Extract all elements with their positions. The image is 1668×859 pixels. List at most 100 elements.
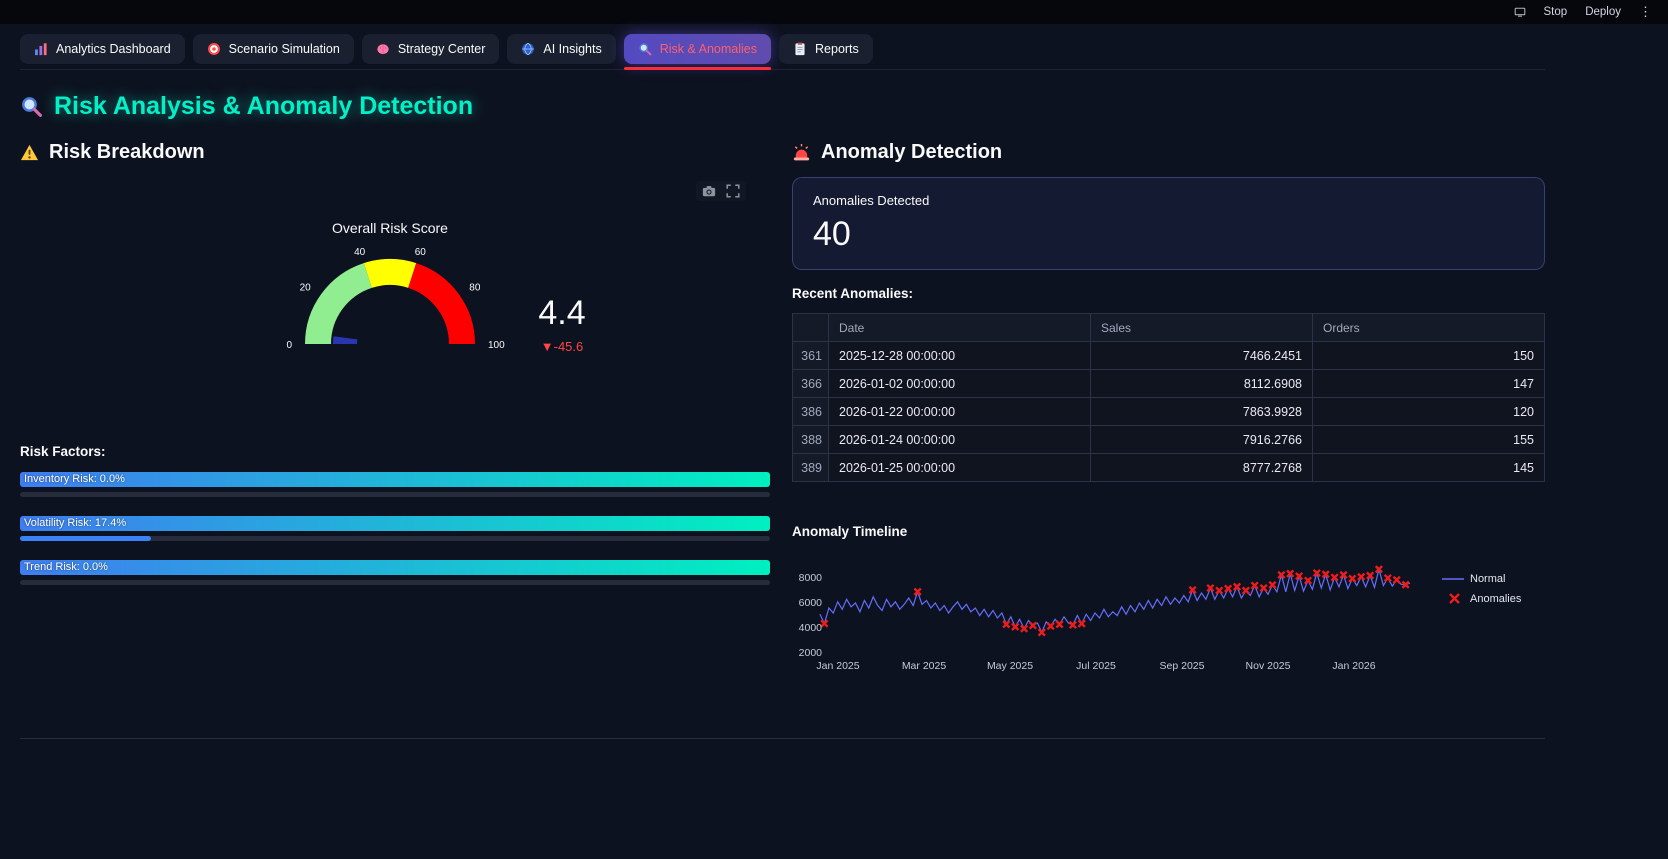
camera-icon[interactable] xyxy=(702,184,716,198)
risk-factor: Volatility Risk: 17.4% xyxy=(20,516,770,541)
svg-text:20: 20 xyxy=(300,282,312,293)
brain-icon xyxy=(376,42,390,56)
deploy-button[interactable]: Deploy xyxy=(1585,6,1621,18)
table-row: 388 2026-01-24 00:00:00 7916.2766 155 xyxy=(792,425,1545,454)
recent-anomalies-label: Recent Anomalies: xyxy=(792,286,914,301)
tab-strategy-center[interactable]: Strategy Center xyxy=(361,34,500,64)
date-cell: 2026-01-25 00:00:00 xyxy=(828,453,1091,482)
risk-factor-track xyxy=(20,536,770,541)
sales-cell: 8777.2768 xyxy=(1090,453,1313,482)
svg-text:0: 0 xyxy=(286,340,292,351)
orders-cell: 150 xyxy=(1312,341,1545,370)
anomalies-table-body: 361 2025-12-28 00:00:00 7466.2451 150 366 202… xyxy=(792,341,1545,482)
table-row: 366 2026-01-02 00:00:00 8112.6908 147 xyxy=(792,369,1545,398)
anomaly-detection-section: Anomaly Detection Anomalies Detected 40 … xyxy=(792,141,1545,683)
menu-button[interactable]: ⋮ xyxy=(1639,4,1652,19)
page-title: Risk Analysis & Anomaly Detection xyxy=(20,92,1545,121)
stop-button[interactable]: Stop xyxy=(1543,6,1568,18)
table-row: 389 2026-01-25 00:00:00 8777.2768 145 xyxy=(792,453,1545,482)
metric-label: Anomalies Detected xyxy=(813,193,930,208)
main-content: Analytics Dashboard Scenario Simulation St… xyxy=(0,34,1545,739)
date-cell: 2025-12-28 00:00:00 xyxy=(828,341,1091,370)
gauge-svg: 0 20 40 60 80 100 Overall Risk Score 4.4 ▼-45.6 xyxy=(286,220,585,354)
tab-bar: Analytics Dashboard Scenario Simulation St… xyxy=(20,34,1545,70)
svg-text:6000: 6000 xyxy=(799,597,823,609)
orders-cell: 120 xyxy=(1312,397,1545,426)
svg-text:40: 40 xyxy=(354,247,366,258)
risk-factor-banner: Inventory Risk: 0.0% xyxy=(20,472,770,487)
svg-text:100: 100 xyxy=(488,340,505,351)
metric-value: 40 xyxy=(813,215,851,253)
tab-ai-insights[interactable]: AI Insights xyxy=(507,34,616,64)
sales-cell: 7466.2451 xyxy=(1090,341,1313,370)
risk-factors-list: Inventory Risk: 0.0% Volatility Risk: 17.… xyxy=(20,472,770,585)
svg-text:May 2025: May 2025 xyxy=(987,660,1033,672)
anomalies-table: Date Sales Orders 361 2025-12-28 00:00:00 74… xyxy=(792,313,1545,482)
tab-label: AI Insights xyxy=(543,42,602,56)
row-index: 361 xyxy=(792,341,829,370)
risk-factors-label: Risk Factors: xyxy=(20,444,106,459)
risk-breakdown-heading-text: Risk Breakdown xyxy=(49,141,205,163)
clipboard-icon xyxy=(793,42,807,56)
row-index: 366 xyxy=(792,369,829,398)
tab-label: Scenario Simulation xyxy=(228,42,340,56)
row-index: 389 xyxy=(792,453,829,482)
anomalies-metric-card: Anomalies Detected 40 xyxy=(792,177,1545,270)
warning-icon xyxy=(20,143,39,162)
bottom-divider xyxy=(20,738,1545,739)
svg-text:2000: 2000 xyxy=(799,647,823,659)
svg-text:4.4: 4.4 xyxy=(538,294,585,332)
tab-label: Analytics Dashboard xyxy=(56,42,171,56)
risk-factor-banner: Trend Risk: 0.0% xyxy=(20,560,770,575)
svg-text:Sep 2025: Sep 2025 xyxy=(1160,660,1205,672)
svg-text:80: 80 xyxy=(469,282,481,293)
chart-modebar xyxy=(696,181,746,201)
bar-chart-icon xyxy=(34,42,48,56)
svg-text:Jan 2025: Jan 2025 xyxy=(816,660,859,672)
risk-factor: Trend Risk: 0.0% xyxy=(20,560,770,585)
globe-icon xyxy=(521,42,535,56)
date-cell: 2026-01-22 00:00:00 xyxy=(828,397,1091,426)
orders-cell: 147 xyxy=(1312,369,1545,398)
page-title-text: Risk Analysis & Anomaly Detection xyxy=(54,92,474,120)
risk-breakdown-heading: Risk Breakdown xyxy=(20,141,770,164)
anomaly-timeline-label: Anomaly Timeline xyxy=(792,524,908,539)
column-header[interactable]: Date xyxy=(828,313,1091,342)
column-header[interactable] xyxy=(792,313,829,342)
timeline-svg: 2000 4000 6000 8000 Jan 2025 Mar 2025 May 2025… xyxy=(799,565,1522,672)
svg-text:8000: 8000 xyxy=(799,572,823,584)
anomaly-detection-heading-text: Anomaly Detection xyxy=(821,141,1003,163)
risk-factor-banner: Volatility Risk: 17.4% xyxy=(20,516,770,531)
risk-factor-track xyxy=(20,492,770,497)
date-cell: 2026-01-24 00:00:00 xyxy=(828,425,1091,454)
tab-label: Strategy Center xyxy=(397,42,486,56)
fullscreen-icon[interactable] xyxy=(726,184,740,198)
svg-text:Jul 2025: Jul 2025 xyxy=(1076,660,1116,672)
gauge-chart: 0 20 40 60 80 100 Overall Risk Score 4.4 ▼-45.6 xyxy=(20,176,770,428)
column-header[interactable]: Sales xyxy=(1090,313,1313,342)
sales-cell: 7916.2766 xyxy=(1090,425,1313,454)
risk-factor-track xyxy=(20,580,770,585)
row-index: 386 xyxy=(792,397,829,426)
risk-breakdown-section: Risk Breakdown 0 20 40 60 80 100 Overall Risk … xyxy=(20,141,770,683)
tab-scenario-simulation[interactable]: Scenario Simulation xyxy=(192,34,354,64)
anomalies-table-header-row: Date Sales Orders xyxy=(792,313,1545,342)
svg-text:4000: 4000 xyxy=(799,622,823,634)
sales-cell: 7863.9928 xyxy=(1090,397,1313,426)
column-header[interactable]: Orders xyxy=(1312,313,1545,342)
tab-reports[interactable]: Reports xyxy=(779,34,873,64)
svg-text:60: 60 xyxy=(415,247,427,258)
tab-risk-anomalies[interactable]: Risk & Anomalies xyxy=(623,34,772,70)
orders-cell: 155 xyxy=(1312,425,1545,454)
content-columns: Risk Breakdown 0 20 40 60 80 100 Overall Risk … xyxy=(20,141,1545,683)
svg-text:Anomalies: Anomalies xyxy=(1470,593,1522,605)
sales-cell: 8112.6908 xyxy=(1090,369,1313,398)
screen-icon[interactable] xyxy=(1514,6,1526,18)
tab-label: Risk & Anomalies xyxy=(659,42,758,56)
table-row: 386 2026-01-22 00:00:00 7863.9928 120 xyxy=(792,397,1545,426)
svg-text:Overall Risk Score: Overall Risk Score xyxy=(332,220,448,236)
siren-icon xyxy=(792,143,811,162)
tab-analytics-dashboard[interactable]: Analytics Dashboard xyxy=(20,34,185,64)
tab-label: Reports xyxy=(815,42,859,56)
anomaly-detection-heading: Anomaly Detection xyxy=(792,141,1545,164)
